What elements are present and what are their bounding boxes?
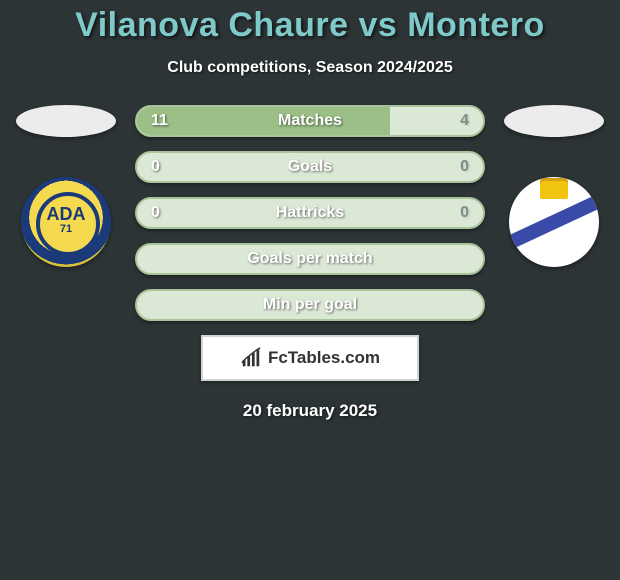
date-label: 20 february 2025 xyxy=(0,401,620,421)
main-row: ADA 71 114Matches 00Goals 00Hattricks Goals… xyxy=(0,105,620,321)
chart-icon xyxy=(240,347,262,369)
subtitle: Club competitions, Season 2024/2025 xyxy=(0,59,620,77)
stat-bar: 00Hattricks xyxy=(135,197,485,229)
stat-bar: 114Matches xyxy=(135,105,485,137)
stat-bar: 00Goals xyxy=(135,151,485,183)
infographic-root: Vilanova Chaure vs Montero Club competit… xyxy=(0,0,620,421)
team1-crest: ADA 71 xyxy=(21,177,111,267)
comparison-title: Vilanova Chaure vs Montero xyxy=(0,6,620,45)
player2-avatar-placeholder xyxy=(504,105,604,137)
team1-crest-text-bottom: 71 xyxy=(21,223,111,235)
brand-box: FcTables.com xyxy=(201,335,419,381)
team2-crest xyxy=(509,177,599,267)
stat-label: Goals xyxy=(137,153,483,181)
left-column: ADA 71 xyxy=(11,105,121,267)
stat-bar: Goals per match xyxy=(135,243,485,275)
stat-label: Hattricks xyxy=(137,199,483,227)
player2-name: Montero xyxy=(407,6,545,44)
stat-bar: Min per goal xyxy=(135,289,485,321)
stat-label: Matches xyxy=(137,107,483,135)
brand-text: FcTables.com xyxy=(268,348,380,368)
team1-crest-text-top: ADA xyxy=(21,205,111,223)
stat-label: Min per goal xyxy=(137,291,483,319)
player1-avatar-placeholder xyxy=(16,105,116,137)
right-column xyxy=(499,105,609,267)
stat-bars: 114Matches 00Goals 00Hattricks Goals per ma… xyxy=(135,105,485,321)
player1-name: Vilanova Chaure xyxy=(75,6,348,44)
stat-label: Goals per match xyxy=(137,245,483,273)
vs-label: vs xyxy=(358,6,397,44)
